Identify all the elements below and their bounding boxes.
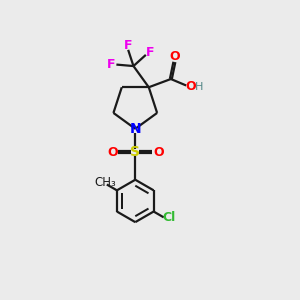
Text: O: O [186,80,196,93]
Text: F: F [107,58,116,71]
Text: O: O [153,146,164,159]
Text: CH₃: CH₃ [94,176,116,189]
Text: F: F [124,39,132,52]
Text: Cl: Cl [162,212,176,224]
Text: O: O [170,50,180,63]
Text: F: F [146,46,155,59]
Text: N: N [130,122,141,136]
Text: S: S [130,146,140,159]
Text: O: O [107,146,118,159]
Text: H: H [195,82,203,92]
